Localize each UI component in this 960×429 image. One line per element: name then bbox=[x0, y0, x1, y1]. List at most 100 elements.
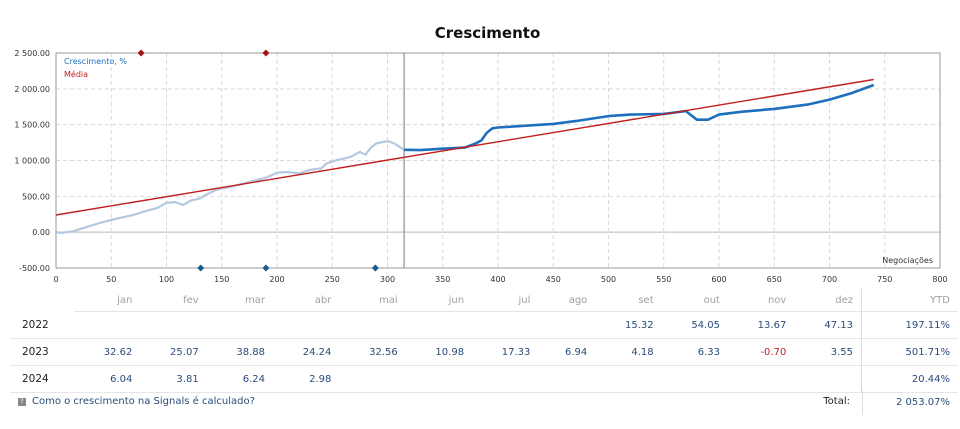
markers bbox=[137, 49, 379, 272]
grid bbox=[56, 53, 940, 268]
ytd-cell: 501.71% bbox=[861, 338, 958, 366]
value-cell: 2.98 bbox=[273, 365, 340, 393]
value-cell: 6.33 bbox=[661, 338, 728, 366]
value-cell bbox=[595, 365, 662, 393]
year-col-header bbox=[10, 289, 74, 312]
x-axis-label: Negociações bbox=[882, 256, 933, 265]
chart-title: Crescimento bbox=[434, 24, 541, 42]
value-cell bbox=[339, 311, 406, 339]
value-cell: 3.55 bbox=[794, 338, 862, 366]
value-cell bbox=[538, 311, 596, 339]
growth-line bbox=[404, 83, 875, 152]
value-cell bbox=[206, 311, 274, 339]
month-header: nov bbox=[727, 289, 795, 312]
x-tick-label: 100 bbox=[159, 275, 174, 284]
value-cell: 38.88 bbox=[206, 338, 274, 366]
value-cell bbox=[339, 365, 406, 393]
value-cell bbox=[140, 311, 207, 339]
value-cell: 24.24 bbox=[273, 338, 340, 366]
year-cell: 2022 bbox=[10, 311, 74, 339]
value-cell bbox=[727, 365, 795, 393]
total-label: Total: bbox=[823, 396, 850, 407]
x-tick-label: 50 bbox=[106, 275, 116, 284]
year-cell: 2023 bbox=[10, 338, 74, 366]
month-header: mar bbox=[206, 289, 274, 312]
value-cell: 13.67 bbox=[727, 311, 795, 339]
plot-frame bbox=[55, 52, 941, 269]
value-cell: 47.13 bbox=[794, 311, 862, 339]
bottom-diamond-marker bbox=[262, 264, 270, 272]
table-row-2024: 2024 6.04 3.81 6.24 2.98 20.44% bbox=[10, 365, 958, 393]
value-cell: 4.18 bbox=[595, 338, 662, 366]
month-header: jan bbox=[74, 289, 141, 312]
year-cell: 2024 bbox=[10, 365, 74, 393]
x-tick-label: 700 bbox=[822, 275, 837, 284]
month-header: abr bbox=[273, 289, 340, 312]
x-tick-label: 500 bbox=[601, 275, 616, 284]
growth-chart: -500.00 0.00 500.00 1 000.00 1 500.00 2 000.0… bbox=[14, 49, 947, 284]
value-cell: 25.07 bbox=[140, 338, 207, 366]
x-tick-label: 350 bbox=[435, 275, 450, 284]
bottom-diamond-marker bbox=[197, 264, 205, 272]
monthly-table: jan fev mar abr mai jun jul ago set out … bbox=[10, 289, 958, 393]
y-tick-label: 2 500.00 bbox=[14, 49, 50, 58]
month-header: dez bbox=[794, 289, 862, 312]
value-cell bbox=[472, 311, 539, 339]
x-tick-label: 300 bbox=[380, 275, 395, 284]
x-tick-label: 650 bbox=[767, 275, 782, 284]
x-tick-label: 550 bbox=[656, 275, 671, 284]
table-row-2023: 2023 32.62 25.07 38.88 24.24 32.56 10.98… bbox=[10, 338, 958, 366]
month-header: jun bbox=[405, 289, 473, 312]
value-cell bbox=[794, 365, 862, 393]
value-cell: 3.81 bbox=[140, 365, 207, 393]
total-value: 2 053.07% bbox=[862, 391, 958, 415]
footer: ? Como o crescimento na Signals é calcul… bbox=[10, 391, 958, 415]
table-row-2022: 2022 15.32 54.05 13.67 47.13 197.11% bbox=[10, 311, 958, 339]
ytd-cell: 197.11% bbox=[861, 311, 958, 339]
y-tick-label: 1 000.00 bbox=[14, 157, 50, 166]
value-cell: 32.56 bbox=[339, 338, 406, 366]
x-tick-label: 250 bbox=[325, 275, 340, 284]
x-tick-label: 200 bbox=[269, 275, 284, 284]
legend-average: Média bbox=[64, 69, 88, 79]
value-cell: 6.24 bbox=[206, 365, 274, 393]
y-tick-label: 2 000.00 bbox=[14, 85, 50, 94]
top-diamond-marker bbox=[262, 49, 270, 57]
average-line bbox=[55, 78, 874, 216]
value-cell: 6.04 bbox=[74, 365, 141, 393]
value-cell bbox=[273, 311, 340, 339]
series-group bbox=[55, 78, 875, 234]
help-square-icon: ? bbox=[18, 398, 26, 406]
value-cell bbox=[661, 365, 728, 393]
x-tick-label: 800 bbox=[932, 275, 947, 284]
month-header: out bbox=[661, 289, 728, 312]
value-cell: 54.05 bbox=[661, 311, 728, 339]
value-cell bbox=[405, 311, 473, 339]
month-header: mai bbox=[339, 289, 406, 312]
value-cell: 32.62 bbox=[74, 338, 141, 366]
value-cell bbox=[472, 365, 539, 393]
y-tick-label: 500.00 bbox=[22, 192, 50, 201]
x-tick-label: 0 bbox=[53, 275, 58, 284]
axes: -500.00 0.00 500.00 1 000.00 1 500.00 2 000.0… bbox=[14, 49, 947, 284]
legend-growth: Crescimento, % bbox=[64, 57, 127, 66]
value-cell bbox=[405, 365, 473, 393]
y-tick-label: 0.00 bbox=[32, 228, 50, 237]
ytd-header: YTD bbox=[861, 289, 958, 312]
x-tick-label: 450 bbox=[546, 275, 561, 284]
value-cell: 6.94 bbox=[538, 338, 596, 366]
y-tick-label: 1 500.00 bbox=[14, 121, 50, 130]
y-tick-label: -500.00 bbox=[19, 264, 50, 273]
bottom-diamond-marker bbox=[371, 264, 379, 272]
x-tick-label: 150 bbox=[214, 275, 229, 284]
ytd-cell: 20.44% bbox=[861, 365, 958, 393]
x-tick-label: 750 bbox=[877, 275, 892, 284]
value-cell bbox=[538, 365, 596, 393]
value-cell: 10.98 bbox=[405, 338, 473, 366]
growth-history-line bbox=[55, 140, 405, 234]
month-header: fev bbox=[140, 289, 207, 312]
value-cell: 15.32 bbox=[595, 311, 662, 339]
growth-calculation-help-link[interactable]: Como o crescimento na Signals é calculad… bbox=[32, 396, 255, 407]
month-header-row: jan fev mar abr mai jun jul ago set out … bbox=[10, 289, 958, 312]
